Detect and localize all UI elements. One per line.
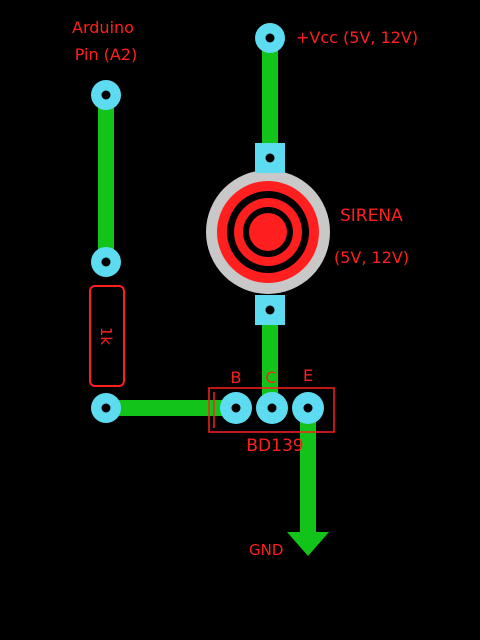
transistor-pin-b-label: B <box>231 368 242 387</box>
pad-transistor-emitter-hole <box>303 403 313 413</box>
transistor-pin-c-label: C <box>265 368 276 387</box>
gnd-arrow-icon <box>287 532 329 556</box>
siren-voltage-label: (5V, 12V) <box>334 248 409 267</box>
pad-arduino-hole <box>101 90 111 100</box>
pad-resistor-bottom-hole <box>101 403 111 413</box>
pad-siren-bottom-hole <box>265 305 275 315</box>
pad-siren-top-hole <box>265 153 275 163</box>
transistor-name-label: BD139 <box>246 436 303 456</box>
traces <box>98 38 329 556</box>
arduino-label-line2: Pin (A2) <box>75 45 138 64</box>
siren <box>206 170 330 294</box>
vcc-label: +Vcc (5V, 12V) <box>296 28 418 47</box>
arduino-label-line1: Arduino <box>72 18 134 37</box>
resistor-value-label: 1k <box>97 327 115 346</box>
pad-vcc-hole <box>265 33 275 43</box>
pads <box>91 23 324 424</box>
transistor-outline <box>208 387 335 433</box>
pad-transistor-base-hole <box>231 403 241 413</box>
pad-transistor-collector-hole <box>267 403 277 413</box>
transistor-pin-e-label: E <box>303 366 313 385</box>
transistor-body <box>208 387 335 433</box>
siren-name-label: SIRENA <box>340 206 403 226</box>
pad-resistor-top-hole <box>101 257 111 267</box>
resistor-body <box>89 285 125 387</box>
silkscreen-labels: Arduino Pin (A2) +Vcc (5V, 12V) SIRENA (… <box>72 18 418 559</box>
siren-center-dot <box>261 225 275 239</box>
gnd-label: GND <box>249 541 283 559</box>
